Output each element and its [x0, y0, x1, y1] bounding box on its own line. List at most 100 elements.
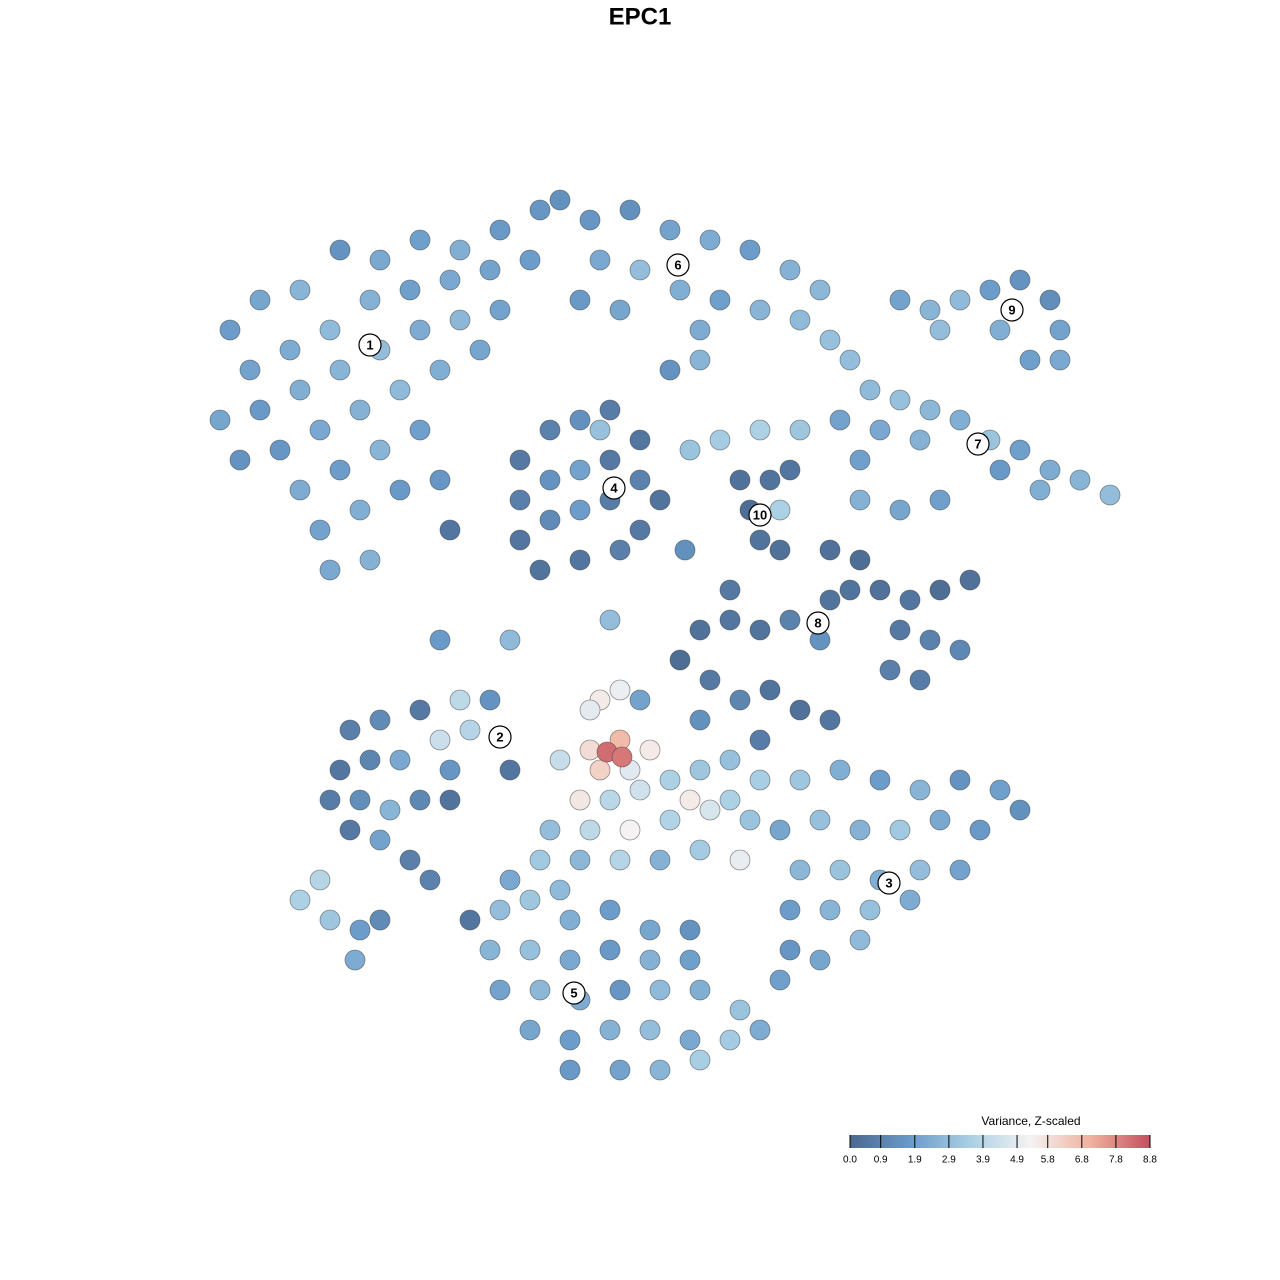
point	[209, 409, 231, 431]
point	[1069, 469, 1091, 491]
point	[699, 799, 721, 821]
point	[649, 979, 671, 1001]
point	[509, 449, 531, 471]
point	[739, 239, 761, 261]
point	[289, 479, 311, 501]
point	[849, 549, 871, 571]
point	[611, 746, 633, 768]
point	[659, 219, 681, 241]
point	[439, 269, 461, 291]
point	[809, 949, 831, 971]
point	[629, 519, 651, 541]
point	[369, 829, 391, 851]
cluster-label: 2	[496, 729, 503, 744]
point	[519, 939, 541, 961]
point	[769, 499, 791, 521]
point	[1039, 459, 1061, 481]
point	[919, 399, 941, 421]
point	[449, 689, 471, 711]
point	[674, 539, 696, 561]
point	[819, 709, 841, 731]
cluster-label: 9	[1008, 302, 1015, 317]
point	[779, 609, 801, 631]
point	[749, 769, 771, 791]
point	[319, 789, 341, 811]
point	[589, 249, 611, 271]
point	[449, 309, 471, 331]
point	[909, 429, 931, 451]
cluster-marker	[877, 871, 901, 895]
point	[409, 229, 431, 251]
point	[819, 899, 841, 921]
cluster-label: 5	[570, 985, 577, 1000]
point	[449, 239, 471, 261]
point	[429, 359, 451, 381]
point	[899, 889, 921, 911]
point	[569, 789, 591, 811]
point	[809, 279, 831, 301]
point	[679, 1029, 701, 1051]
point	[409, 699, 431, 721]
point	[609, 679, 631, 701]
point	[649, 489, 671, 511]
point	[509, 489, 531, 511]
point	[239, 359, 261, 381]
point	[689, 709, 711, 731]
point	[509, 529, 531, 551]
point	[229, 449, 251, 471]
point	[599, 609, 621, 631]
point	[279, 339, 301, 361]
point	[659, 809, 681, 831]
point	[629, 689, 651, 711]
point	[339, 819, 361, 841]
point	[1009, 269, 1031, 291]
points	[209, 189, 1121, 1081]
point	[779, 899, 801, 921]
point	[679, 949, 701, 971]
point	[429, 469, 451, 491]
point	[359, 749, 381, 771]
point	[559, 909, 581, 931]
point	[539, 509, 561, 531]
point	[819, 539, 841, 561]
point	[499, 759, 521, 781]
point	[499, 869, 521, 891]
point	[929, 319, 951, 341]
point	[879, 659, 901, 681]
point	[599, 399, 621, 421]
point	[789, 419, 811, 441]
point	[539, 469, 561, 491]
point	[689, 349, 711, 371]
point	[929, 809, 951, 831]
point	[319, 319, 341, 341]
point	[699, 229, 721, 251]
point	[789, 309, 811, 331]
colorbar-tick-label: 7.8	[1109, 1155, 1123, 1166]
cluster-marker	[1000, 298, 1024, 322]
cluster-label: 8	[814, 615, 821, 630]
colorbar-tick-label: 3.9	[976, 1155, 990, 1166]
point	[849, 489, 871, 511]
point	[329, 239, 351, 261]
point	[599, 1019, 621, 1041]
point	[909, 669, 931, 691]
point	[599, 449, 621, 471]
point	[789, 699, 811, 721]
point	[659, 359, 681, 381]
point	[689, 319, 711, 341]
point	[779, 459, 801, 481]
point	[489, 219, 511, 241]
point	[719, 1029, 741, 1051]
point	[459, 909, 481, 931]
point	[1049, 319, 1071, 341]
point	[779, 939, 801, 961]
point	[249, 399, 271, 421]
point	[859, 899, 881, 921]
point	[579, 209, 601, 231]
point	[1029, 479, 1051, 501]
point	[829, 859, 851, 881]
point	[519, 889, 541, 911]
point	[679, 919, 701, 941]
point	[469, 339, 491, 361]
point	[849, 929, 871, 951]
